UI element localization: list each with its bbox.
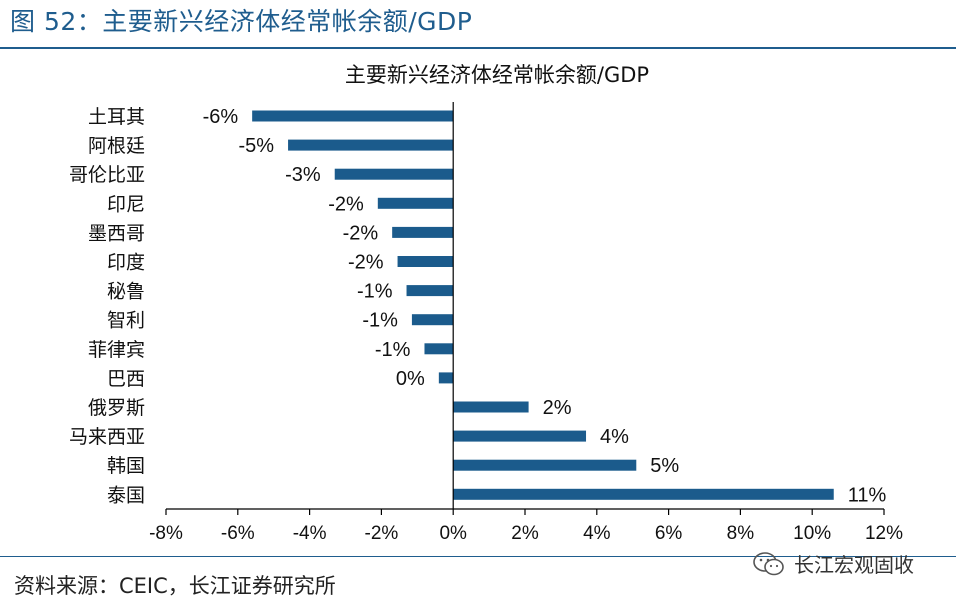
x-tick-label: 2% — [511, 523, 539, 544]
data-label: 11% — [848, 484, 887, 506]
bars-group: 土耳其 -6% 阿根廷 -5% 哥伦比亚 -3% 印尼 -2% 墨西哥 -2% 印度 -2% 秘鲁 -1%… — [69, 106, 887, 506]
bar — [377, 197, 454, 209]
title-divider — [0, 47, 956, 49]
watermark: 长江宏观固收 — [752, 549, 914, 578]
category-label: 秘鲁 — [107, 281, 145, 303]
category-label: 阿根廷 — [88, 135, 145, 157]
x-tick-label: 10% — [793, 523, 831, 544]
category-label: 墨西哥 — [88, 222, 145, 244]
x-tick-label: 4% — [583, 523, 611, 544]
chart-title: 主要新兴经济体经常帐余额/GDP — [345, 63, 649, 87]
bar — [252, 110, 454, 122]
source-note: 资料来源：CEIC，长江证券研究所 — [14, 574, 336, 598]
x-tick-label: -6% — [221, 523, 255, 544]
bar — [397, 256, 454, 267]
data-label: 2% — [543, 397, 572, 419]
x-tick-label: -4% — [293, 523, 327, 544]
bar — [453, 488, 834, 500]
category-label: 马来西亚 — [69, 426, 145, 448]
data-label: -2% — [348, 252, 384, 274]
data-label: 0% — [396, 368, 425, 390]
data-label: -2% — [343, 222, 379, 244]
category-label: 菲律宾 — [88, 339, 145, 361]
figure-title: 图 52：主要新兴经济体经常帐余额/GDP — [10, 7, 473, 36]
data-label: -5% — [238, 135, 274, 157]
x-tick-label: -2% — [365, 523, 399, 544]
x-tick-label: -8% — [149, 523, 183, 544]
x-tick-label: 6% — [655, 523, 683, 544]
x-tick-label: 0% — [439, 523, 467, 544]
bar — [288, 139, 454, 151]
data-label: -1% — [362, 310, 398, 332]
category-label: 俄罗斯 — [88, 397, 145, 419]
bar — [392, 226, 454, 238]
category-label: 印度 — [107, 252, 145, 274]
bar — [424, 343, 454, 355]
category-label: 土耳其 — [88, 106, 145, 128]
bar — [453, 401, 529, 413]
wechat-icon — [753, 551, 784, 575]
data-label: -3% — [285, 164, 321, 186]
data-label: 5% — [650, 455, 679, 477]
data-label: -1% — [375, 339, 411, 361]
bar — [334, 168, 454, 180]
x-tick-label: 12% — [865, 523, 903, 544]
data-label: -2% — [328, 193, 364, 215]
category-label: 巴西 — [107, 368, 145, 390]
data-label: -6% — [203, 106, 239, 128]
category-label: 韩国 — [107, 455, 145, 477]
bar-chart: 主要新兴经济体经常帐余额/GDP 土耳其 -6% 阿根廷 -5% 哥伦比亚 -3% 印尼 -2… — [69, 63, 903, 544]
watermark-text: 长江宏观固收 — [794, 553, 914, 577]
data-label: 4% — [600, 426, 629, 448]
bar — [453, 459, 637, 471]
bar — [411, 314, 454, 326]
data-label: -1% — [357, 281, 393, 303]
bar — [453, 430, 587, 442]
footer-divider — [0, 556, 956, 557]
category-label: 哥伦比亚 — [69, 164, 145, 186]
category-label: 泰国 — [107, 484, 145, 506]
bar — [438, 372, 454, 384]
category-label: 印尼 — [107, 193, 145, 215]
x-tick-label: 8% — [727, 523, 755, 544]
category-label: 智利 — [107, 310, 145, 332]
x-axis: -8% -6% -4% -2% 0% 2% 4% 6% 8% 10% 12% — [149, 102, 903, 544]
bar — [406, 285, 454, 297]
